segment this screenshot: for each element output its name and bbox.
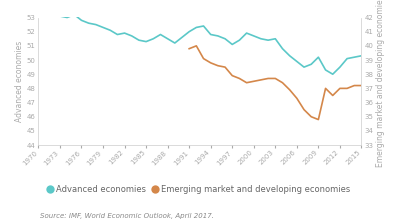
Legend: Advanced economies, Emerging market and developing economies: Advanced economies, Emerging market and … [44, 181, 354, 197]
Y-axis label: Emerging market and developing economies: Emerging market and developing economies [376, 0, 385, 167]
Text: Source: IMF, World Economic Outlook, April 2017.: Source: IMF, World Economic Outlook, Apr… [40, 213, 214, 219]
Y-axis label: Advanced economies: Advanced economies [15, 41, 24, 122]
